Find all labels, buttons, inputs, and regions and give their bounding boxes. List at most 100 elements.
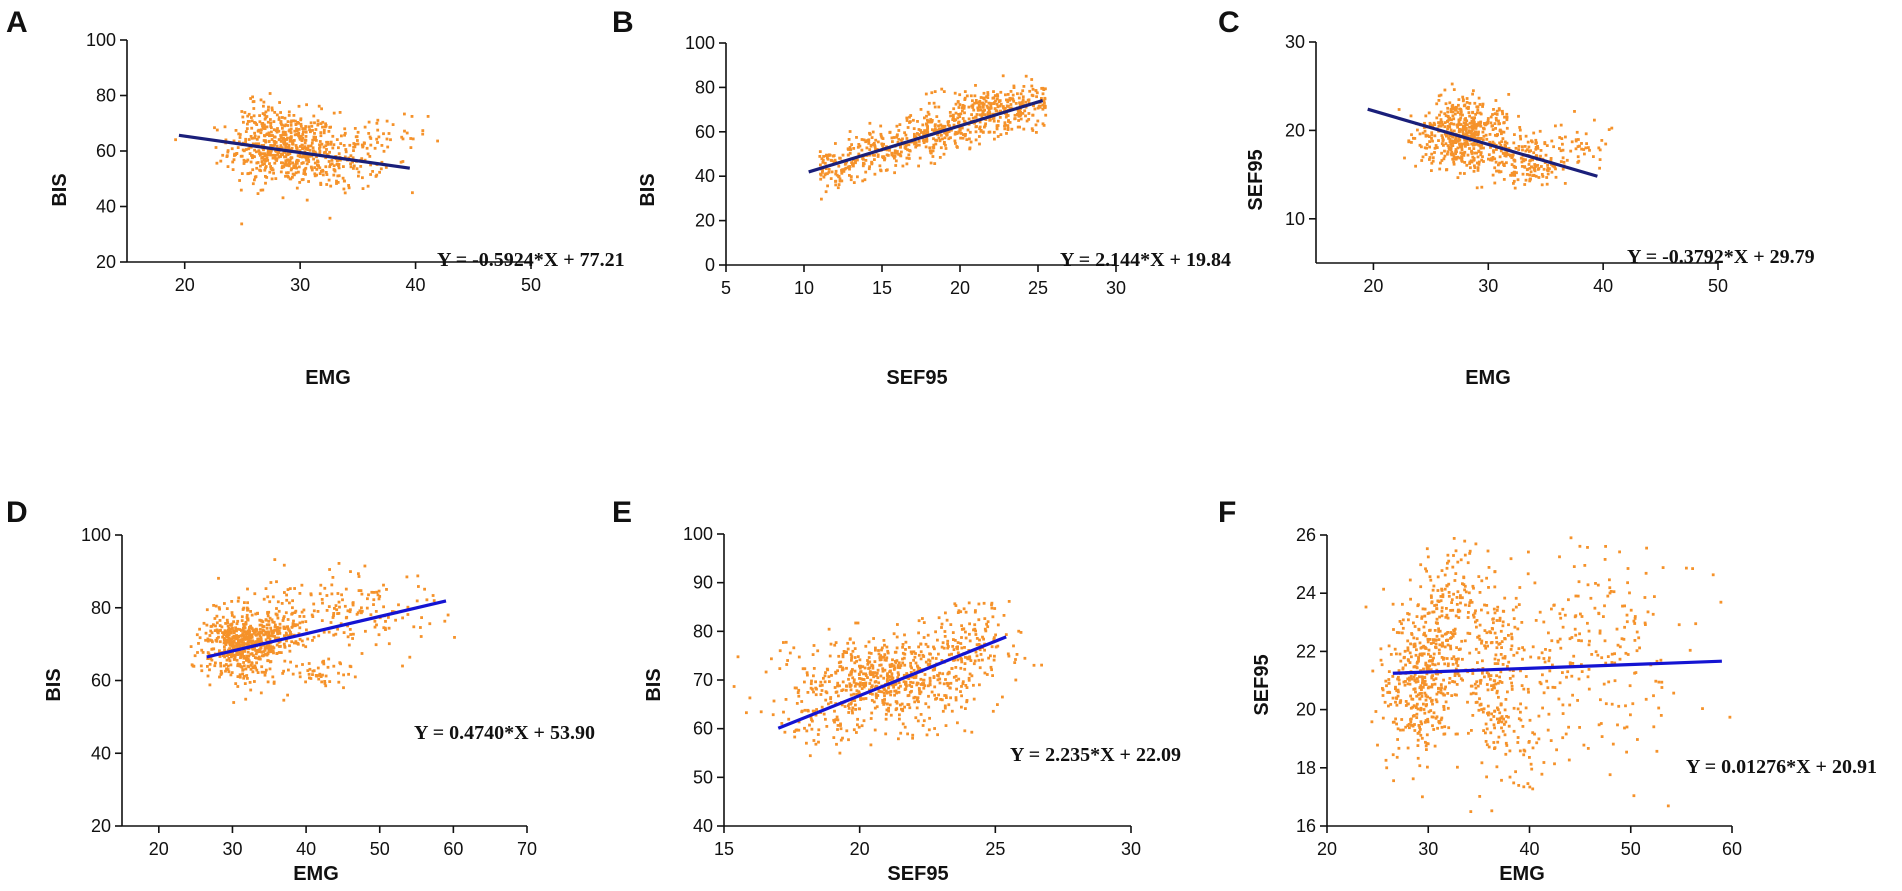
data-point [1517,647,1521,650]
data-point [1637,636,1641,640]
data-point [241,672,245,676]
data-point [970,730,974,734]
data-point [242,641,245,645]
data-point [1492,149,1495,152]
data-point [1527,163,1531,166]
data-point [983,113,987,116]
data-point [864,674,868,677]
data-point [796,691,800,694]
data-point [1426,640,1430,644]
data-point [1529,762,1533,766]
data-point [1491,173,1495,177]
data-point [374,610,378,613]
data-point [795,686,798,690]
data-point [1500,140,1504,143]
data-point [826,156,829,160]
data-point [357,170,361,174]
data-point [1558,555,1561,559]
data-point [995,124,999,128]
data-point [1012,86,1016,89]
data-point [247,628,251,631]
data-point [1395,631,1399,634]
data-point [298,621,302,625]
data-point [800,700,804,703]
data-point [1457,657,1460,661]
data-point [1424,719,1428,722]
data-point [1459,110,1463,114]
data-point [1022,127,1026,131]
data-point [240,615,244,619]
data-point [1478,795,1482,798]
y-tick-label: 20 [91,816,111,836]
data-point [1577,639,1580,642]
data-point [978,125,982,129]
data-point [946,130,949,134]
data-point [230,652,233,656]
data-point [327,605,331,608]
data-point [964,133,967,136]
data-point [331,576,335,579]
data-point [1499,703,1503,707]
data-point [963,134,967,138]
data-point [933,105,937,109]
data-point [890,136,894,140]
data-point [954,674,958,678]
data-point [764,670,768,674]
data-point [1463,553,1467,557]
data-point [1486,611,1490,615]
x-tick-label: 70 [517,839,537,859]
data-point [963,646,966,649]
data-point [284,123,288,127]
data-point [926,126,929,130]
data-point [342,631,346,634]
data-point [1500,640,1504,643]
data-point [803,726,806,730]
data-point [850,698,854,702]
data-point [324,122,327,126]
data-point [964,610,968,614]
data-point [279,111,282,114]
data-point [963,120,967,124]
data-point [1439,93,1443,97]
data-point [1504,752,1508,756]
data-point [334,604,338,607]
data-point [218,607,221,611]
data-point [1479,678,1483,682]
data-point [1407,618,1410,622]
data-point [264,175,267,178]
data-point [1524,158,1527,162]
data-point [1425,547,1429,551]
y-tick-label: 60 [91,671,111,691]
data-point [971,106,975,109]
data-point [260,670,264,674]
data-point [206,657,210,660]
data-point [928,659,932,663]
data-point [1542,167,1546,171]
data-point [213,664,217,668]
data-point [290,119,293,123]
data-point [204,631,208,635]
scatter-points [732,600,1043,758]
data-point [1433,134,1437,138]
data-point [1006,114,1010,117]
data-point [287,114,291,117]
data-point [1412,645,1416,649]
data-point [309,677,313,680]
data-point [1576,145,1580,148]
data-point [865,146,869,150]
data-point [318,152,322,155]
data-point [1502,121,1506,125]
data-point [292,623,296,626]
data-point [1474,620,1477,624]
data-point [827,675,831,679]
data-point [998,99,1002,102]
data-point [1020,101,1024,105]
data-point [868,660,872,664]
data-point [1461,126,1465,130]
data-point [242,675,246,678]
data-point [268,92,272,95]
data-point [269,647,273,651]
data-point [1546,169,1550,172]
data-point [1457,118,1461,122]
data-point [841,736,844,740]
